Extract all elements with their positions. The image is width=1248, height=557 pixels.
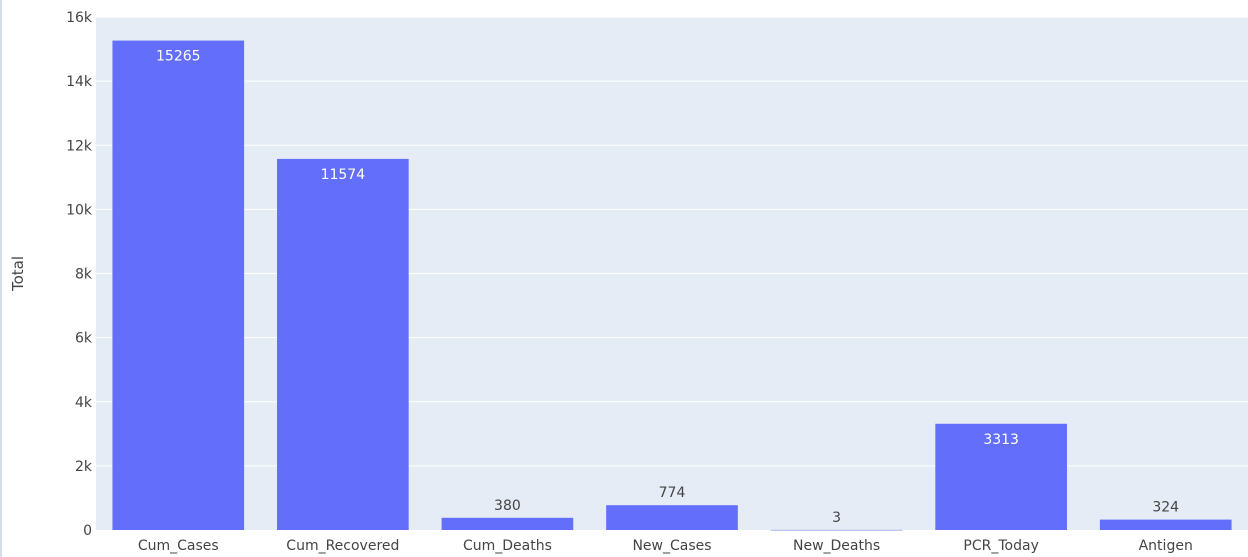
bar-value-label: 11574 (321, 167, 366, 183)
y-tick-label: 6k (75, 331, 93, 347)
y-tick-label: 8k (75, 267, 93, 283)
x-tick-label: Cum_Recovered (286, 538, 399, 554)
x-tick-label: Cum_Deaths (463, 538, 552, 554)
bar-pcr-today[interactable] (935, 423, 1067, 530)
y-tick-label: 4k (75, 395, 93, 411)
bar-antigen[interactable] (1099, 519, 1232, 530)
y-axis-ticks: 0 2k 4k 6k 8k 10k 12k 14k 16k (66, 10, 93, 539)
x-tick-label: New_Cases (632, 538, 711, 554)
bar-value-label: 15265 (156, 49, 201, 65)
bar-value-label: 380 (494, 498, 521, 514)
bar-labels: 15265 11574 380 774 3 3313 324 (156, 49, 1179, 526)
bar-new-deaths[interactable] (770, 529, 903, 531)
bar-value-label: 3 (832, 510, 841, 526)
y-tick-label: 16k (66, 10, 93, 26)
left-border (0, 0, 2, 557)
x-tick-label: Antigen (1139, 538, 1193, 554)
y-tick-label: 14k (66, 74, 93, 90)
bar-new-cases[interactable] (606, 505, 738, 530)
bar-cum-deaths[interactable] (441, 517, 574, 530)
bar-value-label: 324 (1152, 500, 1179, 516)
y-tick-label: 10k (66, 202, 93, 218)
y-tick-label: 2k (75, 459, 93, 475)
bar-cum-cases[interactable] (112, 40, 245, 530)
bars (112, 40, 1232, 531)
y-tick-label: 0 (83, 523, 92, 539)
bar-cum-recovered[interactable] (277, 158, 409, 530)
x-tick-label: New_Deaths (793, 538, 880, 554)
bar-value-label: 3313 (983, 432, 1019, 448)
x-tick-label: PCR_Today (963, 538, 1038, 554)
bar-value-label: 774 (659, 485, 686, 501)
x-axis-ticks: Cum_Cases Cum_Recovered Cum_Deaths New_Case… (138, 538, 1193, 554)
y-tick-label: 12k (66, 138, 93, 154)
y-axis-title: Total (9, 256, 27, 292)
x-tick-label: Cum_Cases (138, 538, 219, 554)
